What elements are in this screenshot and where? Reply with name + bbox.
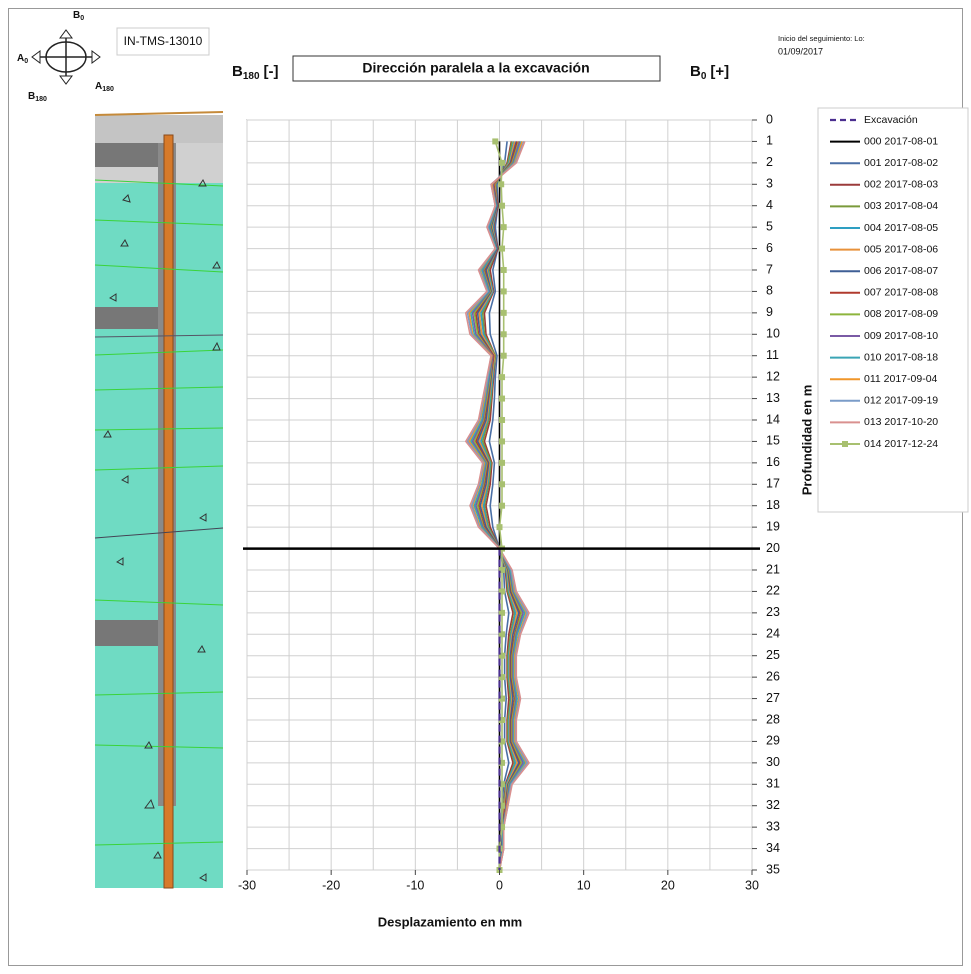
y-tick-label: 22 [766,584,780,598]
negative-direction: B180[-] [232,63,279,82]
series-marker [497,524,503,530]
compass: B0 A0 A180 B180 [17,10,114,103]
geology-section [95,112,223,888]
legend-marker [842,441,848,447]
y-tick-label: 17 [766,477,780,491]
series-marker [501,288,507,294]
series-marker [501,267,507,273]
legend-label: 012 2017-09-19 [864,395,938,407]
x-tick-label: -20 [322,878,340,892]
series-marker [492,138,498,144]
series-marker [499,481,505,487]
series-marker [499,417,505,423]
series-marker [499,203,505,209]
compass-label: B180 [28,91,47,103]
y-tick-label: 5 [766,219,773,233]
legend-label: 003 2017-08-04 [864,200,938,212]
x-tick-label: 30 [745,878,759,892]
series-marker [499,503,505,509]
legend-label: 013 2017-10-20 [864,416,938,428]
y-tick-label: 13 [766,391,780,405]
legend-label: 002 2017-08-03 [864,179,938,191]
series-marker [499,396,505,402]
y-tick-label: 4 [766,198,773,212]
y-tick-label: 11 [766,348,779,362]
y-tick-label: 1 [766,134,773,148]
legend-label: 011 2017-09-04 [864,373,938,385]
compass-label: A0 [17,53,28,65]
y-tick-label: 15 [766,434,780,448]
x-axis-title: Desplazamiento en mm [378,914,523,929]
y-tick-label: 23 [766,605,780,619]
series-marker [499,160,505,166]
y-tick-label: 35 [766,862,780,876]
y-axis-title: Profundidad en m [799,385,814,496]
y-tick-label: 27 [766,691,780,705]
x-tick-label: 0 [496,878,503,892]
y-tick-label: 7 [766,262,773,276]
compass-label: A180 [95,81,114,93]
y-tick-label: 6 [766,241,773,255]
y-tick-label: 34 [766,841,780,855]
legend-label: Excavación [864,114,918,126]
x-tick-label: -10 [406,878,424,892]
series-marker [501,224,507,230]
legend-label: 005 2017-08-06 [864,243,938,255]
series-marker [499,246,505,252]
series-marker [499,374,505,380]
y-tick-label: 3 [766,177,773,191]
y-tick-label: 29 [766,734,780,748]
legend-label: 007 2017-08-08 [864,287,938,299]
x-tick-label: 10 [577,878,591,892]
y-tick-label: 12 [766,369,780,383]
y-tick-label: 24 [766,627,780,641]
legend-label: 008 2017-08-09 [864,308,938,320]
positive-direction: B0[+] [690,63,729,82]
y-tick-label: 8 [766,284,773,298]
series-marker [499,438,505,444]
series-marker [498,181,504,187]
y-tick-label: 28 [766,712,780,726]
y-tick-label: 19 [766,519,780,533]
y-tick-label: 9 [766,305,773,319]
series-marker [501,310,507,316]
legend-label: 000 2017-08-01 [864,135,938,147]
y-tick-label: 14 [766,412,780,426]
y-tick-label: 25 [766,648,780,662]
legend-label: 001 2017-08-02 [864,157,938,169]
x-tick-label: -30 [238,878,256,892]
y-tick-label: 21 [766,562,780,576]
y-tick-label: 32 [766,798,780,812]
instrument-id: IN-TMS-13010 [124,34,203,48]
y-tick-label: 26 [766,669,780,683]
y-tick-label: 20 [766,541,780,555]
y-tick-label: 16 [766,455,780,469]
y-tick-label: 2 [766,155,773,169]
y-tick-label: 33 [766,819,780,833]
compass-label: B0 [73,10,84,22]
series-marker [501,331,507,337]
x-tick-label: 20 [661,878,675,892]
y-tick-label: 30 [766,755,780,769]
legend-label: 010 2017-08-18 [864,351,938,363]
start-date: 01/09/2017 [778,46,823,56]
legend-label: 014 2017-12-24 [864,438,938,450]
y-tick-label: 18 [766,498,780,512]
y-tick-label: 10 [766,327,780,341]
series-marker [501,353,507,359]
chart-title: Dirección paralela a la excavación [362,60,589,76]
page: B0 A0 A180 B180 IN-TMS-13010 B180[-] Dir… [0,0,971,974]
legend-label: 006 2017-08-07 [864,265,938,277]
legend-label: 004 2017-08-05 [864,222,938,234]
legend-label: 009 2017-08-10 [864,330,938,342]
y-tick-label: 31 [766,777,780,791]
start-label: Inicio del seguimiento: Lo: [778,34,865,43]
series-marker [499,460,505,466]
y-tick-label: 0 [766,112,773,126]
